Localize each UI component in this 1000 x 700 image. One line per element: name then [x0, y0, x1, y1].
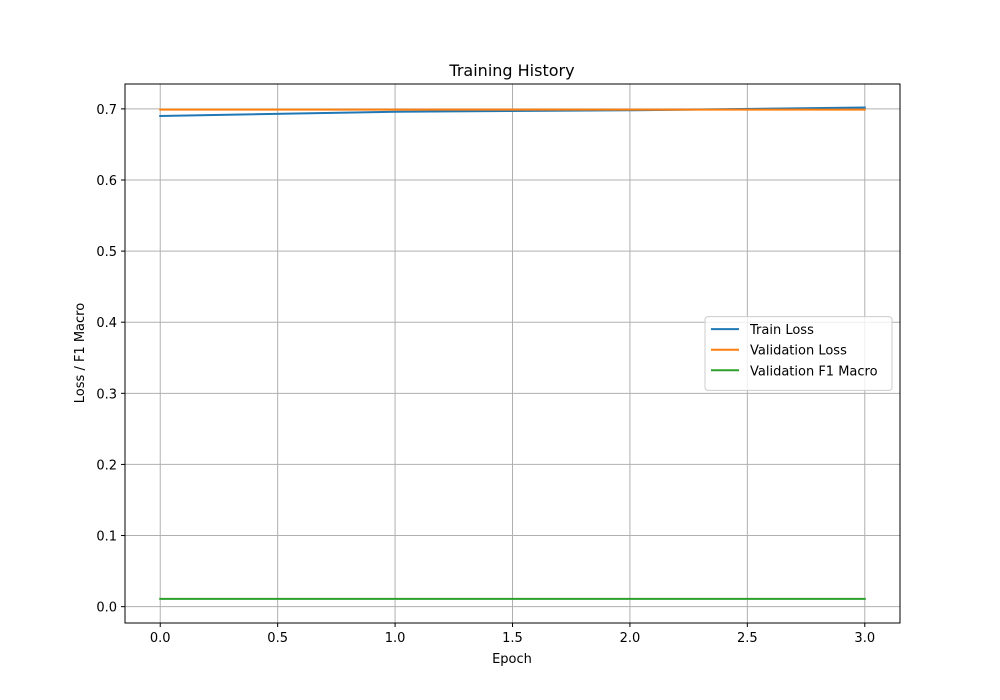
x-tick-label: 2.5 [737, 631, 758, 646]
y-tick-label: 0.1 [96, 530, 117, 545]
y-axis-label: Loss / F1 Macro [73, 303, 88, 403]
legend: Train Loss Validation Loss Validation F1 M… [704, 316, 893, 391]
x-tick-label: 0.5 [267, 631, 288, 646]
x-axis-ticks: 0.0 0.5 1.0 1.5 2.0 2.5 3.0 [150, 623, 875, 646]
x-axis-label: Epoch [492, 652, 532, 667]
y-tick-label: 0.4 [96, 316, 117, 331]
x-tick-label: 0.0 [150, 631, 171, 646]
y-tick-label: 0.2 [96, 458, 117, 473]
legend-box [704, 316, 893, 391]
legend-label-validation-loss: Validation Loss [750, 344, 847, 359]
x-tick-label: 3.0 [854, 631, 875, 646]
y-tick-label: 0.3 [96, 387, 117, 402]
x-tick-label: 2.0 [620, 631, 641, 646]
y-tick-label: 0.6 [96, 174, 117, 189]
y-tick-label: 0.5 [96, 245, 117, 260]
y-tick-label: 0.0 [96, 601, 117, 616]
x-tick-label: 1.5 [502, 631, 523, 646]
x-tick-label: 1.0 [385, 631, 406, 646]
legend-label-validation-f1-macro: Validation F1 Macro [750, 364, 878, 379]
y-tick-label: 0.7 [96, 103, 117, 118]
legend-label-train-loss: Train Loss [749, 323, 814, 338]
series-lines [159, 106, 866, 600]
chart-title: Training History [448, 61, 574, 80]
y-axis-ticks: 0.0 0.1 0.2 0.3 0.4 0.5 0.6 0.7 [96, 103, 125, 616]
